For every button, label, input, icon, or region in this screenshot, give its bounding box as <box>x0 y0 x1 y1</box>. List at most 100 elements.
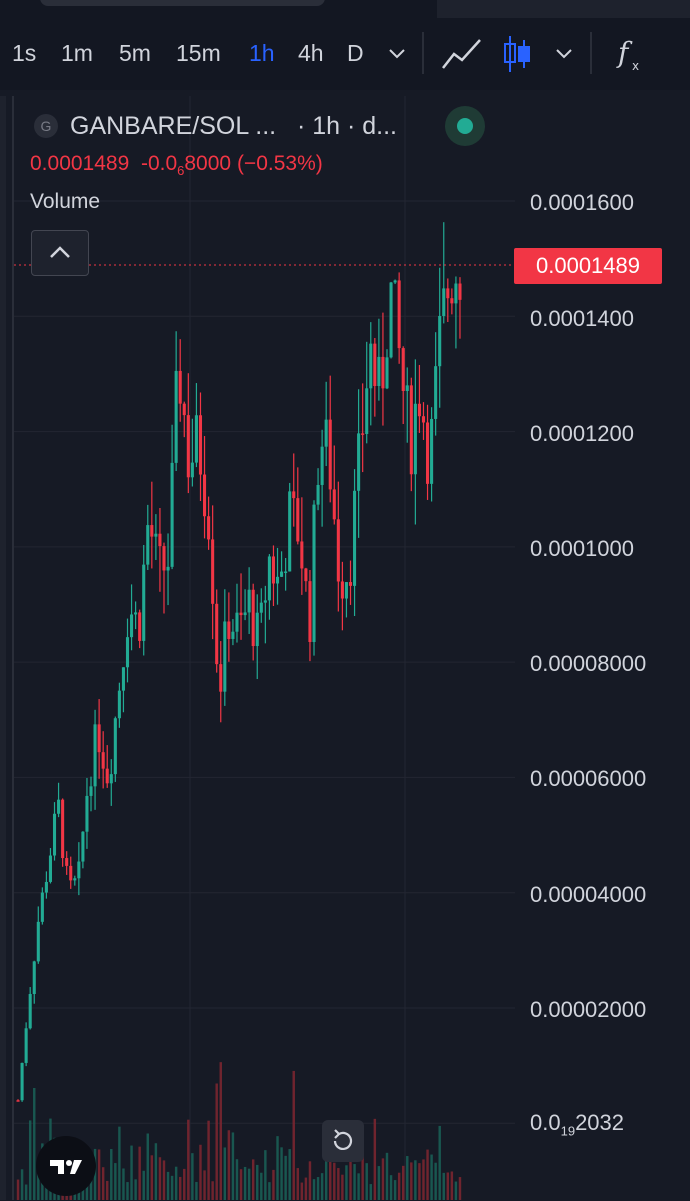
candle-body <box>134 612 138 615</box>
timeframe-5m[interactable]: 5m <box>119 40 151 66</box>
candle-body <box>117 690 121 719</box>
candle-body <box>434 366 438 419</box>
candle-body <box>417 403 421 417</box>
price-chart[interactable] <box>0 90 690 1200</box>
volume-bar <box>215 1083 218 1200</box>
candle-body <box>239 612 243 616</box>
timeframe-4h[interactable]: 4h <box>298 40 324 66</box>
candle-body <box>215 603 219 665</box>
market-status[interactable] <box>445 106 485 146</box>
volume-bar <box>97 1149 101 1200</box>
change-prefix: -0.0 <box>140 152 178 175</box>
candle-body <box>93 724 97 787</box>
function-icon[interactable]: f x <box>614 34 650 74</box>
volume-bar <box>20 1169 24 1200</box>
volume-bar <box>195 1181 198 1200</box>
volume-bar <box>211 1181 214 1200</box>
volume-bar <box>406 1156 409 1200</box>
volume-bar <box>166 1171 170 1200</box>
candle-body <box>57 799 61 814</box>
left-panel-edge <box>0 96 6 1200</box>
candle-body <box>69 865 73 881</box>
volume-bar <box>446 1172 450 1200</box>
top-strip <box>0 0 690 18</box>
volume-bar <box>320 1173 324 1200</box>
volume-bar <box>235 1159 239 1200</box>
volume-bar <box>243 1166 247 1200</box>
candle-body <box>16 1100 20 1102</box>
volume-bar <box>373 1118 377 1200</box>
volume-bar <box>353 1164 356 1200</box>
candle-body <box>251 589 255 647</box>
candle-body <box>113 718 117 775</box>
volume-bar <box>187 1119 190 1200</box>
toolbar-divider <box>590 32 592 74</box>
candle-body <box>247 589 251 613</box>
candle-body <box>421 416 426 423</box>
candle-body <box>296 498 300 542</box>
volume-bar <box>276 1136 279 1200</box>
volume-bar <box>430 1154 433 1200</box>
volume-bar <box>37 1165 40 1200</box>
volume-bar <box>422 1159 425 1200</box>
volume-bar <box>33 1087 36 1200</box>
volume-bar <box>393 1180 397 1200</box>
symbol-title[interactable]: GANBARE/SOL ... · 1h · d... <box>70 112 397 141</box>
volume-bar <box>183 1168 186 1200</box>
volume-bar <box>438 1125 441 1200</box>
candle-body <box>219 664 223 692</box>
volume-bar <box>154 1143 158 1200</box>
change-suffix: 8000 <box>184 152 232 175</box>
volume-bar <box>191 1153 194 1200</box>
candle-body <box>85 795 89 832</box>
volume-bar <box>442 1172 445 1200</box>
candle-body <box>202 474 207 517</box>
volume-bar <box>122 1168 125 1200</box>
chevron-down-icon[interactable] <box>387 46 407 62</box>
volume-bar <box>288 1149 291 1200</box>
candle-body <box>340 581 344 599</box>
axis-suffix: 2032 <box>575 1110 625 1135</box>
volume-bar <box>389 1175 393 1200</box>
volume-bar <box>231 1132 235 1200</box>
volume-bar <box>118 1126 121 1200</box>
volume-bar <box>93 1148 97 1200</box>
candle-body <box>101 752 105 769</box>
price-change-line: 0.0001489 -0.068000 (−0.53%) <box>30 152 323 178</box>
volume-bar <box>397 1172 401 1200</box>
candle-body <box>154 533 158 537</box>
url-bar[interactable] <box>40 0 325 6</box>
line-chart-icon[interactable] <box>440 36 484 72</box>
change-zero-count: 6 <box>177 163 185 179</box>
candle-body <box>324 419 328 447</box>
volume-bar <box>264 1150 267 1200</box>
reset-chart-button[interactable] <box>322 1120 364 1162</box>
volume-bar <box>178 1176 182 1200</box>
timeframe-1m[interactable]: 1m <box>61 40 93 66</box>
tradingview-logo[interactable] <box>36 1136 96 1196</box>
last-price: 0.0001489 <box>30 152 130 175</box>
candle-body <box>316 484 320 505</box>
candle-body <box>377 356 381 387</box>
candle-body <box>300 541 304 569</box>
timeframe-1s[interactable]: 1s <box>12 40 37 66</box>
timeframe-1h[interactable]: 1h <box>249 40 275 66</box>
timeframe-15m[interactable]: 15m <box>176 40 221 66</box>
volume-bar <box>251 1159 255 1200</box>
candle-body <box>166 566 170 571</box>
volume-bar <box>268 1182 271 1200</box>
candle-body <box>65 858 69 866</box>
chevron-down-icon[interactable] <box>554 46 574 62</box>
price-axis-label: 0.0001600 <box>530 190 634 215</box>
candle-body <box>146 525 150 565</box>
candlestick-icon[interactable] <box>502 34 532 74</box>
candle-body <box>186 415 190 478</box>
volume-bar <box>239 1169 243 1200</box>
candle-body <box>292 491 296 499</box>
volume-bar <box>134 1179 137 1200</box>
timeframe-d[interactable]: D <box>347 40 364 66</box>
candle-body <box>36 921 40 962</box>
collapse-legend-button[interactable] <box>31 230 89 276</box>
candle-body <box>405 385 409 391</box>
volume-bar <box>296 1168 300 1200</box>
